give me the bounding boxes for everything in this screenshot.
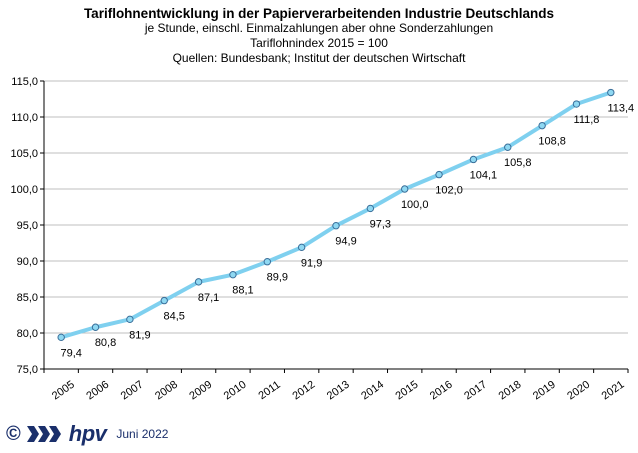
data-label: 97,3 (370, 218, 391, 230)
y-tick-label: 75,0 (17, 364, 38, 376)
y-tick-label: 100,0 (10, 184, 38, 196)
data-point (572, 100, 581, 108)
data-point (57, 333, 65, 342)
y-tick-label: 95,0 (17, 220, 38, 232)
data-label: 81,9 (129, 329, 150, 341)
data-label: 108,8 (538, 136, 566, 148)
chart-subtitle-index: Tariflohnindex 2015 = 100 (250, 36, 388, 50)
x-tick-label: 2015 (394, 379, 421, 403)
data-label: 113,4 (607, 103, 634, 115)
data-point (332, 222, 340, 230)
x-tick-label: 2008 (153, 379, 180, 403)
data-label: 80,8 (95, 337, 116, 349)
x-tick-label: 2014 (359, 379, 386, 403)
x-tick-label: 2011 (256, 379, 282, 402)
y-tick-label: 80,0 (17, 328, 38, 340)
data-label: 100,0 (401, 199, 429, 211)
x-axis: 2005 2006 2007 2008 2009 2010 2011 2012 2013 2014… (43, 368, 629, 403)
x-tick-label: 2007 (119, 379, 146, 403)
chart-subtitle-sources: Quellen: Bundesbank; Institut der deutsc… (172, 51, 466, 65)
data-label: 104,1 (470, 169, 498, 181)
gridlines (44, 80, 628, 334)
x-tick-label: 2009 (187, 379, 214, 403)
data-label: 94,9 (335, 236, 356, 248)
data-label: 102,0 (435, 185, 463, 197)
copyright-icon: © (6, 423, 21, 445)
data-label: 91,9 (301, 257, 322, 269)
y-tick-label: 115,0 (11, 76, 38, 88)
data-label: 87,1 (198, 292, 219, 304)
data-point (160, 296, 168, 305)
data-label: 89,9 (267, 272, 288, 284)
y-tick-label: 90,0 (17, 256, 38, 268)
data-point (469, 155, 478, 164)
data-point (504, 143, 512, 151)
data-label: 84,5 (164, 311, 185, 323)
data-point (435, 170, 443, 179)
data-label: 88,1 (232, 285, 253, 297)
data-point (229, 270, 237, 279)
x-tick-label: 2010 (222, 379, 249, 403)
x-tick-label: 2018 (497, 379, 524, 403)
data-label: 105,8 (504, 157, 532, 169)
y-tick-label: 105,0 (10, 148, 38, 160)
y-axis: 75,0 80,0 85,0 90,0 95,0 100,0 105,0 110,0 115,0 (10, 76, 45, 376)
hpv-logo-shapes-icon (26, 426, 63, 442)
data-point (91, 323, 100, 331)
x-tick-label: 2017 (462, 379, 489, 403)
x-tick-label: 2012 (290, 379, 317, 403)
data-point (297, 243, 306, 252)
data-point (538, 121, 546, 130)
x-tick-label: 2006 (84, 379, 111, 403)
publication-date: Juni 2022 (116, 427, 169, 441)
data-labels: 79,4 80,8 81,9 84,5 87,1 88,1 89,9 91,9 94,9 97,3… (60, 103, 634, 360)
data-point (607, 88, 615, 97)
data-point (194, 278, 203, 286)
chart-title: Tariflohnentwicklung in der Papierverarb… (83, 6, 555, 21)
data-point (366, 204, 375, 213)
y-tick-label: 85,0 (17, 292, 38, 304)
data-label: 79,4 (60, 347, 81, 359)
data-point (126, 315, 134, 324)
data-point (263, 258, 271, 266)
data-label: 111,8 (574, 114, 600, 126)
hpv-logo-text: hpv (68, 421, 107, 446)
x-tick-label: 2020 (565, 379, 592, 403)
x-tick-label: 2021 (600, 379, 627, 403)
x-tick-label: 2013 (325, 379, 352, 403)
series-line (59, 90, 613, 340)
y-tick-label: 110,0 (11, 112, 38, 124)
data-point (401, 185, 409, 193)
footer: © hpv Juni 2022 (6, 422, 168, 446)
chart-titles: Tariflohnentwicklung in der Papierverarb… (0, 6, 638, 66)
series-tariflohnindex (57, 88, 615, 342)
x-tick-label: 2019 (531, 379, 558, 403)
x-tick-label: 2016 (428, 379, 455, 403)
x-tick-label: 2005 (50, 379, 77, 403)
chart-subtitle-basis: je Stunde, einschl. Einmalzahlungen aber… (144, 21, 494, 35)
